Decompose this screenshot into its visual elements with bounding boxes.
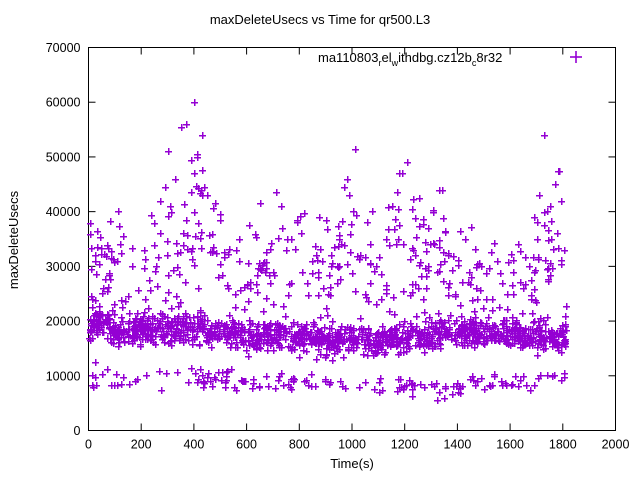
x-tick-label: 600 bbox=[236, 438, 257, 452]
x-tick-label: 1000 bbox=[338, 438, 366, 452]
legend-subscript: w bbox=[391, 58, 399, 68]
x-tick-label: 800 bbox=[289, 438, 310, 452]
y-tick-label: 60000 bbox=[46, 96, 81, 110]
legend-segment: ma110803 bbox=[318, 50, 378, 65]
x-tick-label: 1200 bbox=[391, 438, 419, 452]
legend-segment: 8r32 bbox=[476, 50, 502, 65]
x-tick-label: 400 bbox=[183, 438, 204, 452]
x-tick-label: 0 bbox=[85, 438, 92, 452]
y-tick-label: 30000 bbox=[46, 260, 81, 274]
legend-subscript: r bbox=[378, 58, 381, 68]
x-axis-label: Time(s) bbox=[330, 456, 374, 471]
y-tick-label: 40000 bbox=[46, 205, 81, 219]
x-tick-label: 1400 bbox=[443, 438, 471, 452]
x-axis-ticks: 0 200 400 600 800 1000 1200 1400 1600 1800 2000 bbox=[85, 47, 630, 452]
y-axis-ticks: 0 10000 20000 30000 40000 50000 60000 70000 bbox=[46, 41, 616, 438]
y-axis-label: maxDeleteUsecs bbox=[6, 190, 21, 289]
legend-subscript: c bbox=[472, 58, 477, 68]
y-tick-label: 70000 bbox=[46, 41, 81, 55]
x-tick-label: 1800 bbox=[549, 438, 577, 452]
chart-title: maxDeleteUsecs vs Time for qr500.L3 bbox=[210, 12, 430, 27]
plot-frame bbox=[88, 47, 616, 431]
y-tick-label: 50000 bbox=[46, 150, 81, 164]
legend-label: ma110803relwithdbg.cz12bc8r32 bbox=[318, 50, 502, 68]
legend-segment: ithdbg.cz12b bbox=[398, 50, 472, 65]
x-tick-label: 200 bbox=[131, 438, 152, 452]
x-tick-label: 1600 bbox=[496, 438, 524, 452]
y-tick-label: 10000 bbox=[46, 369, 81, 383]
scatter-points bbox=[85, 98, 571, 405]
y-tick-label: 0 bbox=[74, 424, 81, 438]
data-points-layer bbox=[85, 98, 571, 405]
legend-segment: el bbox=[381, 50, 391, 65]
x-tick-label: 2000 bbox=[602, 438, 630, 452]
y-tick-label: 20000 bbox=[46, 315, 81, 329]
legend: ma110803relwithdbg.cz12bc8r32 bbox=[318, 50, 582, 68]
legend-marker-plus bbox=[570, 51, 582, 63]
